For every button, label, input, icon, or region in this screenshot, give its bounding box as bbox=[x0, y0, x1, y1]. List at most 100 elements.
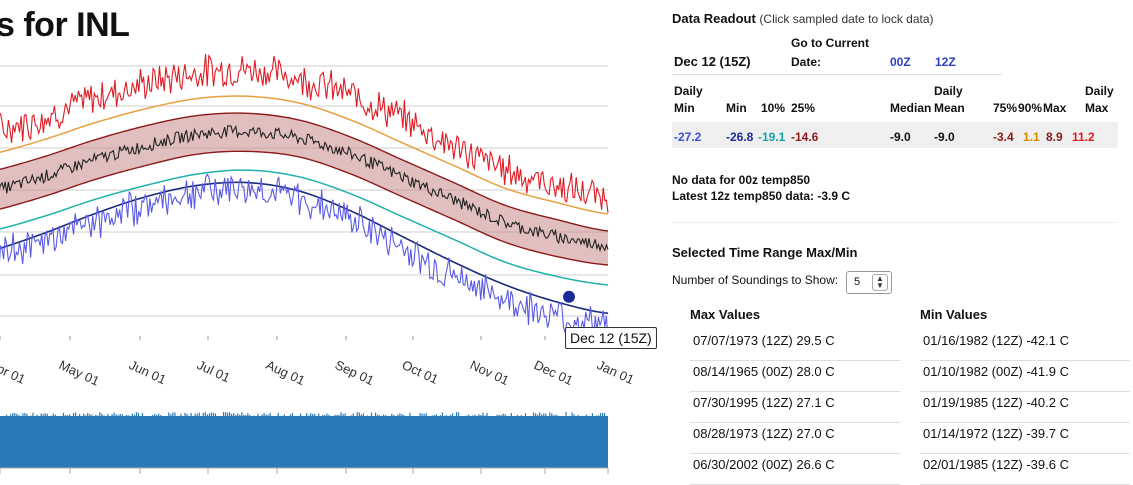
sounding-count-bar bbox=[74, 412, 77, 420]
range-title: Selected Time Range Max/Min bbox=[672, 245, 858, 260]
sounding-count-bar bbox=[492, 417, 494, 420]
sounding-count-bar bbox=[480, 415, 482, 420]
p75-line bbox=[0, 112, 609, 232]
sounding-count-bar bbox=[166, 417, 168, 420]
sounding-count-bar bbox=[522, 417, 525, 420]
sounding-count-bar bbox=[579, 416, 581, 420]
sounding-count-bar bbox=[235, 414, 237, 420]
sounding-count-bar bbox=[356, 412, 358, 420]
sounding-count-bar bbox=[299, 413, 302, 420]
sounding-count-bar bbox=[46, 413, 48, 420]
x-tick-label: Sep 01 bbox=[333, 357, 377, 388]
sounding-count-bar bbox=[194, 413, 196, 420]
sounding-count-bar bbox=[362, 413, 364, 420]
readout-column-headers: Daily Min Min 10% 25% Median Daily Mean … bbox=[672, 84, 1118, 118]
sounding-count-bar bbox=[32, 412, 34, 420]
sounding-count-bar bbox=[285, 417, 287, 420]
sounding-count-bar bbox=[147, 416, 150, 420]
x-tick-label: Jan 01 bbox=[595, 357, 637, 387]
col-max: Max bbox=[1043, 101, 1067, 115]
col-p10: 10% bbox=[761, 101, 786, 115]
goto-current-label: Go to Current bbox=[791, 36, 869, 50]
col-p90: 90% bbox=[1018, 101, 1043, 115]
sounding-count-bar bbox=[393, 414, 395, 420]
sounding-count-bar bbox=[464, 416, 466, 420]
chart-tooltip: Dec 12 (15Z) bbox=[565, 327, 657, 349]
sounding-count-bar bbox=[383, 414, 385, 420]
sounding-count-bar bbox=[573, 414, 575, 420]
climatology-chart[interactable]: Apr 01 May 01 Jun 01 Jul 01 Aug 01 Sep 01 Oct … bbox=[0, 0, 640, 474]
sounding-count-bar bbox=[48, 416, 50, 420]
sounding-count-bar bbox=[378, 415, 381, 420]
sounding-count-bar bbox=[109, 417, 111, 420]
sounding-count-bar bbox=[474, 414, 476, 420]
sounding-count-bar bbox=[154, 413, 156, 420]
sounding-count-bar bbox=[271, 417, 273, 420]
sounding-count-bar bbox=[259, 416, 261, 420]
sounding-count-bar bbox=[423, 413, 425, 420]
sounding-count-bar bbox=[137, 412, 140, 420]
sounding-count-bar bbox=[176, 417, 178, 420]
x-tick-label: Jul 01 bbox=[195, 357, 233, 385]
sounding-count-bar bbox=[0, 417, 2, 420]
list-item: 02/01/1985 (12Z) -39.6 C bbox=[920, 454, 1130, 485]
val-min: -26.8 bbox=[726, 130, 754, 144]
sounding-count-bar bbox=[214, 413, 217, 420]
sounding-count-bar bbox=[559, 416, 561, 420]
sounding-count-bar bbox=[312, 413, 314, 420]
sounding-count-bar bbox=[200, 417, 202, 420]
sounding-count-bar bbox=[178, 415, 180, 420]
sounding-count-bar bbox=[460, 417, 462, 420]
sounding-count-bar bbox=[563, 417, 565, 420]
stepper-arrows-icon[interactable]: ▲ ▼ bbox=[872, 274, 888, 291]
sounding-count-bar bbox=[577, 415, 579, 420]
list-item: 01/16/1982 (12Z) -42.1 C bbox=[920, 330, 1130, 361]
sounding-count-bar bbox=[101, 413, 103, 420]
sounding-count-bar bbox=[127, 415, 129, 420]
sounding-count-bar bbox=[541, 414, 543, 420]
sounding-count-bar bbox=[553, 415, 555, 420]
sounding-count-bar bbox=[535, 413, 537, 420]
sounding-count-bar bbox=[226, 412, 229, 420]
sounding-count-bar bbox=[510, 413, 512, 420]
sounding-count-bar bbox=[543, 413, 545, 420]
divider bbox=[672, 222, 1118, 223]
soundings-stepper[interactable]: 5 ▲ ▼ bbox=[846, 271, 892, 294]
col-mean: Mean bbox=[934, 101, 965, 115]
soundings-label: Number of Soundings to Show: bbox=[672, 273, 839, 287]
col-p25: 25% bbox=[791, 101, 816, 115]
sounding-count-bar bbox=[599, 413, 602, 420]
sounding-count-bar bbox=[20, 417, 22, 420]
sounding-count-bar bbox=[401, 413, 403, 420]
readout-date-row: Dec 12 (15Z) Go to Current Date: 00Z 12Z bbox=[672, 30, 1002, 75]
sounding-count-bar bbox=[530, 417, 533, 420]
sounding-count-bar bbox=[506, 417, 508, 420]
sounding-count-bar bbox=[533, 412, 535, 420]
sounding-count-bar bbox=[87, 413, 89, 420]
col-daily-min-top: Daily bbox=[674, 84, 703, 98]
sounding-count-bar bbox=[326, 413, 328, 420]
sounding-count-bar bbox=[346, 416, 348, 420]
sounding-count-bar bbox=[415, 416, 417, 420]
sounding-count-bar bbox=[320, 416, 322, 420]
max-values-heading: Max Values bbox=[690, 307, 761, 322]
sounding-count-bar bbox=[245, 414, 247, 420]
sounding-count-bar bbox=[145, 417, 148, 420]
sounding-count-bar bbox=[198, 412, 200, 420]
goto-12z-link[interactable]: 12Z bbox=[935, 55, 956, 69]
sounding-count-bar bbox=[38, 417, 40, 420]
sounding-count-bar bbox=[131, 413, 133, 420]
sounding-count-bar bbox=[36, 414, 38, 420]
sounding-count-bar bbox=[445, 415, 448, 420]
sounding-count-bar bbox=[156, 414, 158, 420]
readout-title: Data Readout bbox=[672, 11, 756, 26]
goto-00z-link[interactable]: 00Z bbox=[890, 55, 911, 69]
sounding-count-bar bbox=[549, 412, 551, 420]
val-daily-max: 11.2 bbox=[1072, 130, 1095, 144]
sounding-count-bar bbox=[18, 415, 20, 420]
sounding-count-bar bbox=[261, 414, 263, 420]
sounding-count-bar bbox=[115, 414, 117, 420]
val-p75: -3.4 bbox=[993, 130, 1014, 144]
sounding-count-bar bbox=[149, 415, 152, 420]
val-mean: -9.0 bbox=[934, 130, 955, 144]
